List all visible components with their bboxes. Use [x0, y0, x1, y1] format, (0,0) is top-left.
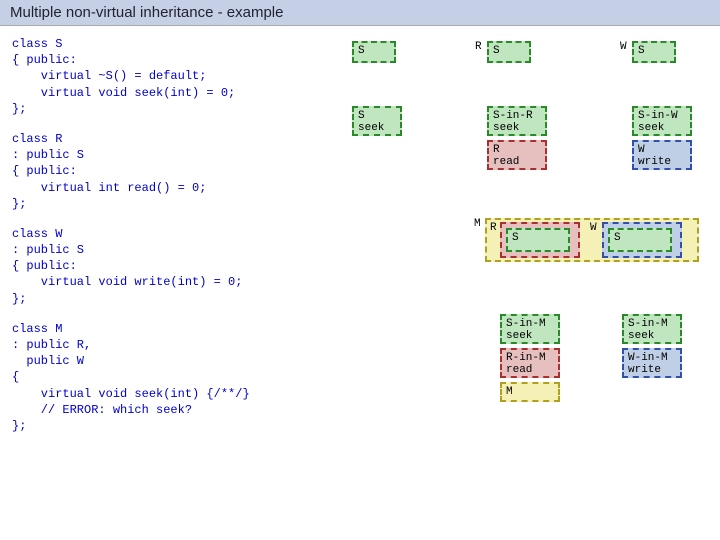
- code-column: class S { public: virtual ~S() = default…: [12, 36, 342, 448]
- label-w2: W: [590, 222, 597, 234]
- box-w-write: W write: [632, 140, 692, 170]
- diagram-column: SRSWSS seekS-in-R seekR readS-in-W seekW…: [342, 36, 702, 448]
- box-m: M: [500, 382, 560, 402]
- box-s-in-r: S-in-R seek: [487, 106, 547, 136]
- box-s-in-m-2: S-in-M seek: [622, 314, 682, 344]
- label-w: W: [620, 41, 627, 53]
- label-r2: R: [490, 222, 497, 234]
- box-r-in-m-read: R-in-M read: [500, 348, 560, 378]
- box-s-in-w: S-in-W seek: [632, 106, 692, 136]
- code-r: class R : public S { public: virtual int…: [12, 131, 332, 212]
- code-s: class S { public: virtual ~S() = default…: [12, 36, 332, 117]
- box-r-s: S: [487, 41, 531, 63]
- title-bar: Multiple non-virtual inheritance - examp…: [0, 0, 720, 26]
- label-m: M: [474, 218, 481, 230]
- box-s-seek: S seek: [352, 106, 402, 136]
- label-r: R: [475, 41, 482, 53]
- box-s-in-w-m: S: [608, 228, 672, 252]
- box-w-in-m-write: W-in-M write: [622, 348, 682, 378]
- box-s-alone: S: [352, 41, 396, 63]
- code-m: class M : public R, public W { virtual v…: [12, 321, 332, 434]
- box-w-s: S: [632, 41, 676, 63]
- code-w: class W : public S { public: virtual voi…: [12, 226, 332, 307]
- box-r-read: R read: [487, 140, 547, 170]
- page-title: Multiple non-virtual inheritance - examp…: [10, 4, 283, 21]
- content: class S { public: virtual ~S() = default…: [0, 26, 720, 458]
- box-s-in-m-1: S-in-M seek: [500, 314, 560, 344]
- box-s-in-r-m: S: [506, 228, 570, 252]
